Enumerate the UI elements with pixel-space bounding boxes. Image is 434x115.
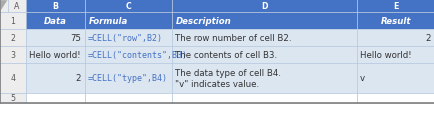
Text: =CELL("row",B2): =CELL("row",B2) <box>87 34 162 43</box>
Bar <box>0 13 26 30</box>
Text: Data: Data <box>44 17 66 26</box>
Bar <box>85 13 171 30</box>
Text: C: C <box>125 2 131 11</box>
Text: The row number of cell B2.: The row number of cell B2. <box>175 34 291 43</box>
Text: The contents of cell B3.: The contents of cell B3. <box>175 51 277 59</box>
Text: 2: 2 <box>10 34 15 43</box>
Bar <box>85 0 171 13</box>
Text: 5: 5 <box>10 94 15 103</box>
Bar <box>356 63 434 93</box>
Text: D: D <box>260 2 267 11</box>
Bar <box>26 13 85 30</box>
Bar <box>171 63 356 93</box>
Text: =CELL("type",B4): =CELL("type",B4) <box>87 74 167 83</box>
Text: B: B <box>52 2 58 11</box>
Bar <box>171 13 356 30</box>
Bar <box>85 63 171 93</box>
Bar <box>356 93 434 103</box>
Bar <box>171 47 356 63</box>
Bar <box>26 93 85 103</box>
Bar <box>171 0 356 13</box>
Bar <box>171 30 356 47</box>
Bar <box>26 30 85 47</box>
Text: =CELL("contents",B3): =CELL("contents",B3) <box>87 51 187 59</box>
Text: 4: 4 <box>10 74 15 83</box>
Text: E: E <box>392 2 398 11</box>
Bar <box>356 13 434 30</box>
Text: Hello world!: Hello world! <box>359 51 411 59</box>
Bar <box>0 47 26 63</box>
Text: 2: 2 <box>424 34 430 43</box>
Text: The data type of cell B4.
"v" indicates value.: The data type of cell B4. "v" indicates … <box>175 68 281 88</box>
Bar <box>85 47 171 63</box>
Bar <box>0 93 26 103</box>
Bar <box>26 47 85 63</box>
Bar <box>26 63 85 93</box>
Bar <box>8 0 26 13</box>
Text: A: A <box>14 2 20 11</box>
Text: Result: Result <box>380 17 410 26</box>
Bar <box>356 0 434 13</box>
Bar <box>356 30 434 47</box>
Bar <box>0 30 26 47</box>
Bar <box>85 30 171 47</box>
Polygon shape <box>0 1 7 12</box>
Text: v: v <box>359 74 365 83</box>
Text: Description: Description <box>176 17 231 26</box>
Text: 3: 3 <box>10 51 15 59</box>
Bar <box>0 0 8 13</box>
Text: 1: 1 <box>10 17 15 26</box>
Bar <box>171 93 356 103</box>
Text: Formula: Formula <box>89 17 128 26</box>
Text: Hello world!: Hello world! <box>29 51 81 59</box>
Bar <box>356 47 434 63</box>
Text: 75: 75 <box>70 34 81 43</box>
Bar <box>85 93 171 103</box>
Bar <box>0 63 26 93</box>
Bar <box>26 0 85 13</box>
Text: 2: 2 <box>76 74 81 83</box>
